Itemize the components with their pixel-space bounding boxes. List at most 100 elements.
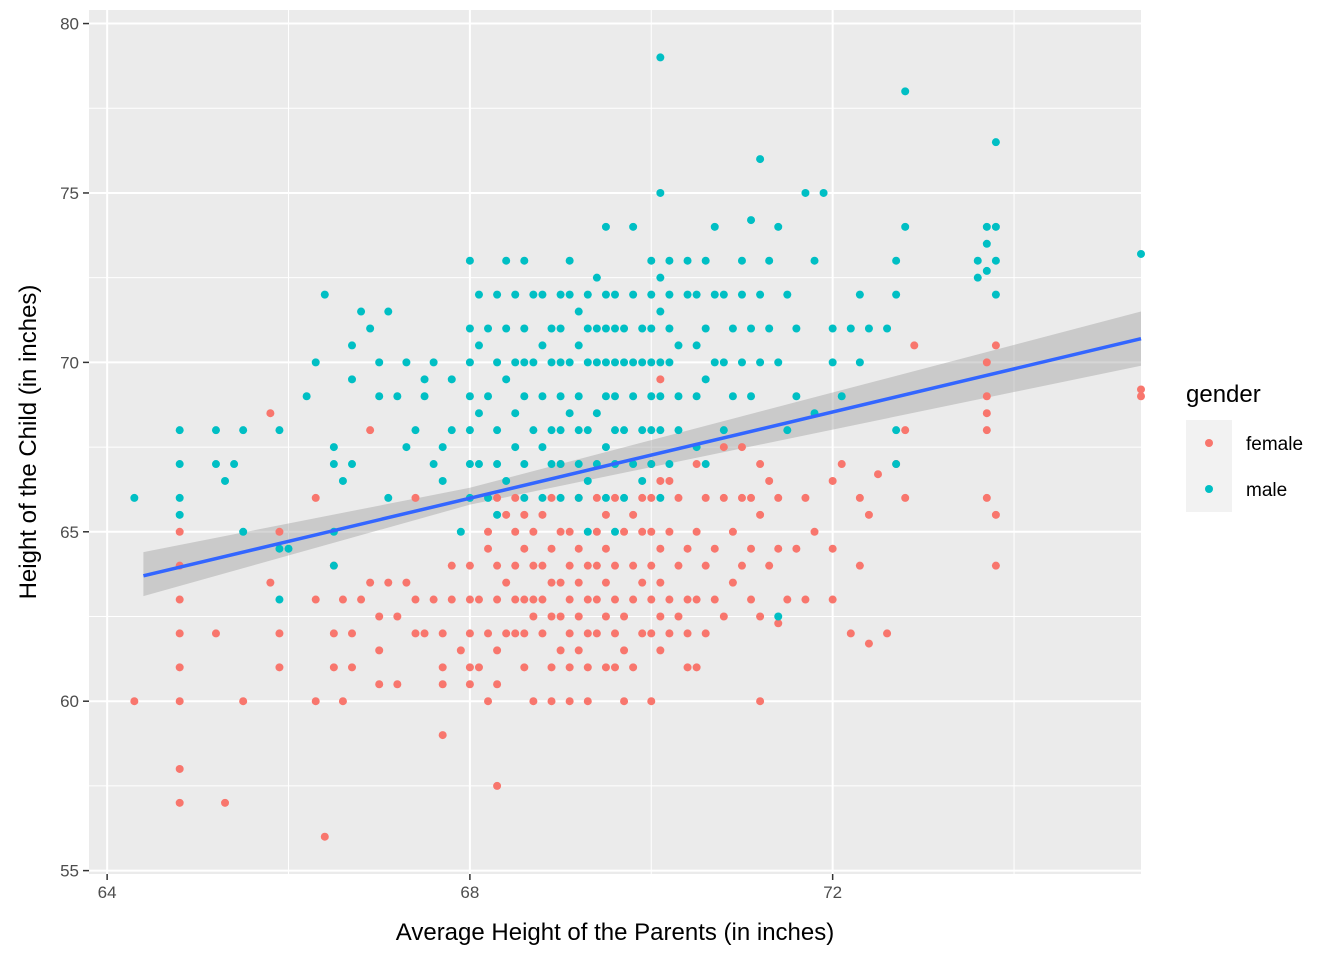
female-point (511, 629, 520, 638)
female-point (529, 561, 538, 570)
female-point (393, 612, 402, 621)
male-point (710, 358, 719, 367)
male-point (701, 460, 710, 469)
female-point (674, 493, 683, 502)
male-point (765, 324, 774, 333)
male-point (311, 358, 320, 367)
male-point (792, 324, 801, 333)
female-point (692, 527, 701, 536)
female-point (883, 629, 892, 638)
male-point (538, 341, 547, 350)
male-point (429, 460, 438, 469)
female-point (774, 544, 783, 553)
male-point (556, 426, 565, 435)
male-point (665, 290, 674, 299)
male-point (411, 426, 420, 435)
female-point (175, 764, 184, 773)
male-point (502, 256, 511, 265)
male-point (692, 290, 701, 299)
male-point (565, 290, 574, 299)
male-point (774, 358, 783, 367)
male-point (511, 409, 520, 418)
female-point (583, 629, 592, 638)
female-point (592, 595, 601, 604)
female-point (348, 663, 356, 672)
male-point (747, 392, 756, 401)
female-point (638, 527, 647, 536)
female-point (901, 493, 910, 502)
female-point (592, 561, 601, 570)
male-point (783, 426, 792, 435)
female-point (665, 476, 674, 485)
male-point (665, 324, 674, 333)
female-point (719, 493, 728, 502)
female-point (402, 578, 411, 587)
male-point (611, 358, 619, 367)
female-point (565, 629, 574, 638)
male-point (982, 222, 991, 231)
female-point (465, 595, 474, 604)
female-point (647, 561, 656, 570)
female-point (837, 460, 846, 469)
female-point (728, 578, 737, 587)
female-point (692, 460, 701, 469)
female-point (275, 663, 284, 672)
y-tick-label: 55 (60, 862, 79, 881)
female-point (529, 612, 538, 621)
male-point (556, 290, 565, 299)
female-point (647, 629, 656, 638)
male-point (375, 392, 384, 401)
female-point (502, 629, 511, 638)
male-point (520, 392, 529, 401)
female-point (130, 697, 139, 706)
female-point (583, 561, 592, 570)
x-axis-title: Average Height of the Parents (in inches… (396, 919, 834, 946)
male-point (556, 493, 565, 502)
female-point (311, 595, 320, 604)
female-point (783, 595, 792, 604)
female-point (647, 493, 656, 502)
female-point (710, 544, 719, 553)
male-point (211, 460, 220, 469)
y-tick-label: 60 (60, 692, 79, 711)
y-tick-label: 80 (60, 15, 79, 34)
y-tick-label: 65 (60, 523, 79, 542)
female-point (511, 493, 520, 502)
female-point (493, 680, 502, 689)
x-tick-label: 72 (823, 883, 842, 902)
x-axis: 64 68 72 (98, 874, 842, 902)
female-point (747, 595, 756, 604)
male-point (620, 324, 629, 333)
female-point (502, 578, 511, 587)
female-point (438, 663, 447, 672)
female-point (447, 561, 456, 570)
female-point (756, 460, 765, 469)
male-point (647, 460, 656, 469)
male-point (683, 290, 692, 299)
male-point (556, 392, 565, 401)
male-point (656, 273, 665, 282)
female-point (656, 578, 665, 587)
male-point (175, 510, 184, 519)
male-point (211, 426, 220, 435)
male-point (792, 392, 801, 401)
male-point (783, 290, 792, 299)
female-point (338, 697, 347, 706)
female-point (629, 663, 638, 672)
female-point (674, 561, 683, 570)
female-point (592, 629, 601, 638)
female-point (465, 561, 474, 570)
male-point (329, 460, 338, 469)
female-point (565, 663, 574, 672)
female-point (611, 561, 619, 570)
female-point (520, 663, 529, 672)
male-point (719, 426, 728, 435)
female-point (275, 527, 284, 536)
male-point (611, 426, 619, 435)
legend-label-male: male (1246, 480, 1287, 501)
female-point (329, 663, 338, 672)
male-point (638, 358, 647, 367)
male-point (302, 392, 311, 401)
male-point (855, 290, 864, 299)
legend-entries: female male (1186, 420, 1303, 512)
